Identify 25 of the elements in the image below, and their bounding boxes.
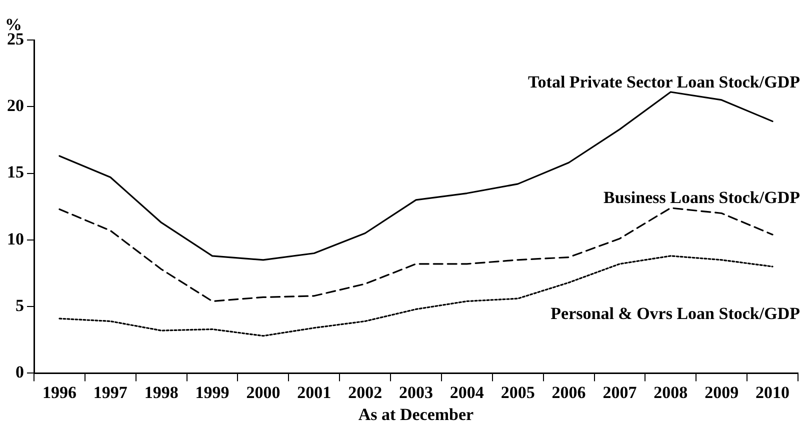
x-tick-label: 1996 — [42, 382, 76, 402]
x-tick-label: 1998 — [144, 382, 178, 402]
line-series — [58, 207, 774, 302]
x-tick-label: 1999 — [195, 382, 230, 402]
x-tick-label: 2002 — [348, 382, 382, 402]
series-label: Total Private Sector Loan Stock/GDP — [528, 72, 800, 92]
x-tick-label: 2003 — [399, 382, 433, 402]
series-label: Personal & Ovrs Loan Stock/GDP — [550, 304, 800, 323]
x-tick-label: 2004 — [450, 382, 484, 402]
x-tick-label: 2000 — [246, 382, 280, 402]
x-tick-label: 2007 — [602, 382, 638, 402]
x-axis-title: As at December — [358, 405, 474, 424]
x-tick-label: 2006 — [552, 382, 586, 402]
series-label: Business Loans Stock/GDP — [604, 188, 800, 207]
x-tick-label: 1997 — [93, 382, 128, 402]
y-tick-label: 20 — [7, 96, 24, 116]
x-tick-label: 2009 — [704, 382, 739, 402]
y-tick-label: 10 — [7, 229, 24, 248]
x-tick-label: 2001 — [297, 382, 332, 402]
x-tick-label: 2008 — [654, 382, 688, 402]
x-tick-label: 2005 — [500, 382, 535, 402]
y-tick-label: 15 — [7, 162, 24, 182]
x-tick-label: 2010 — [756, 382, 790, 402]
y-tick-label: 5 — [16, 296, 24, 315]
y-tick-label: 0 — [16, 362, 24, 382]
